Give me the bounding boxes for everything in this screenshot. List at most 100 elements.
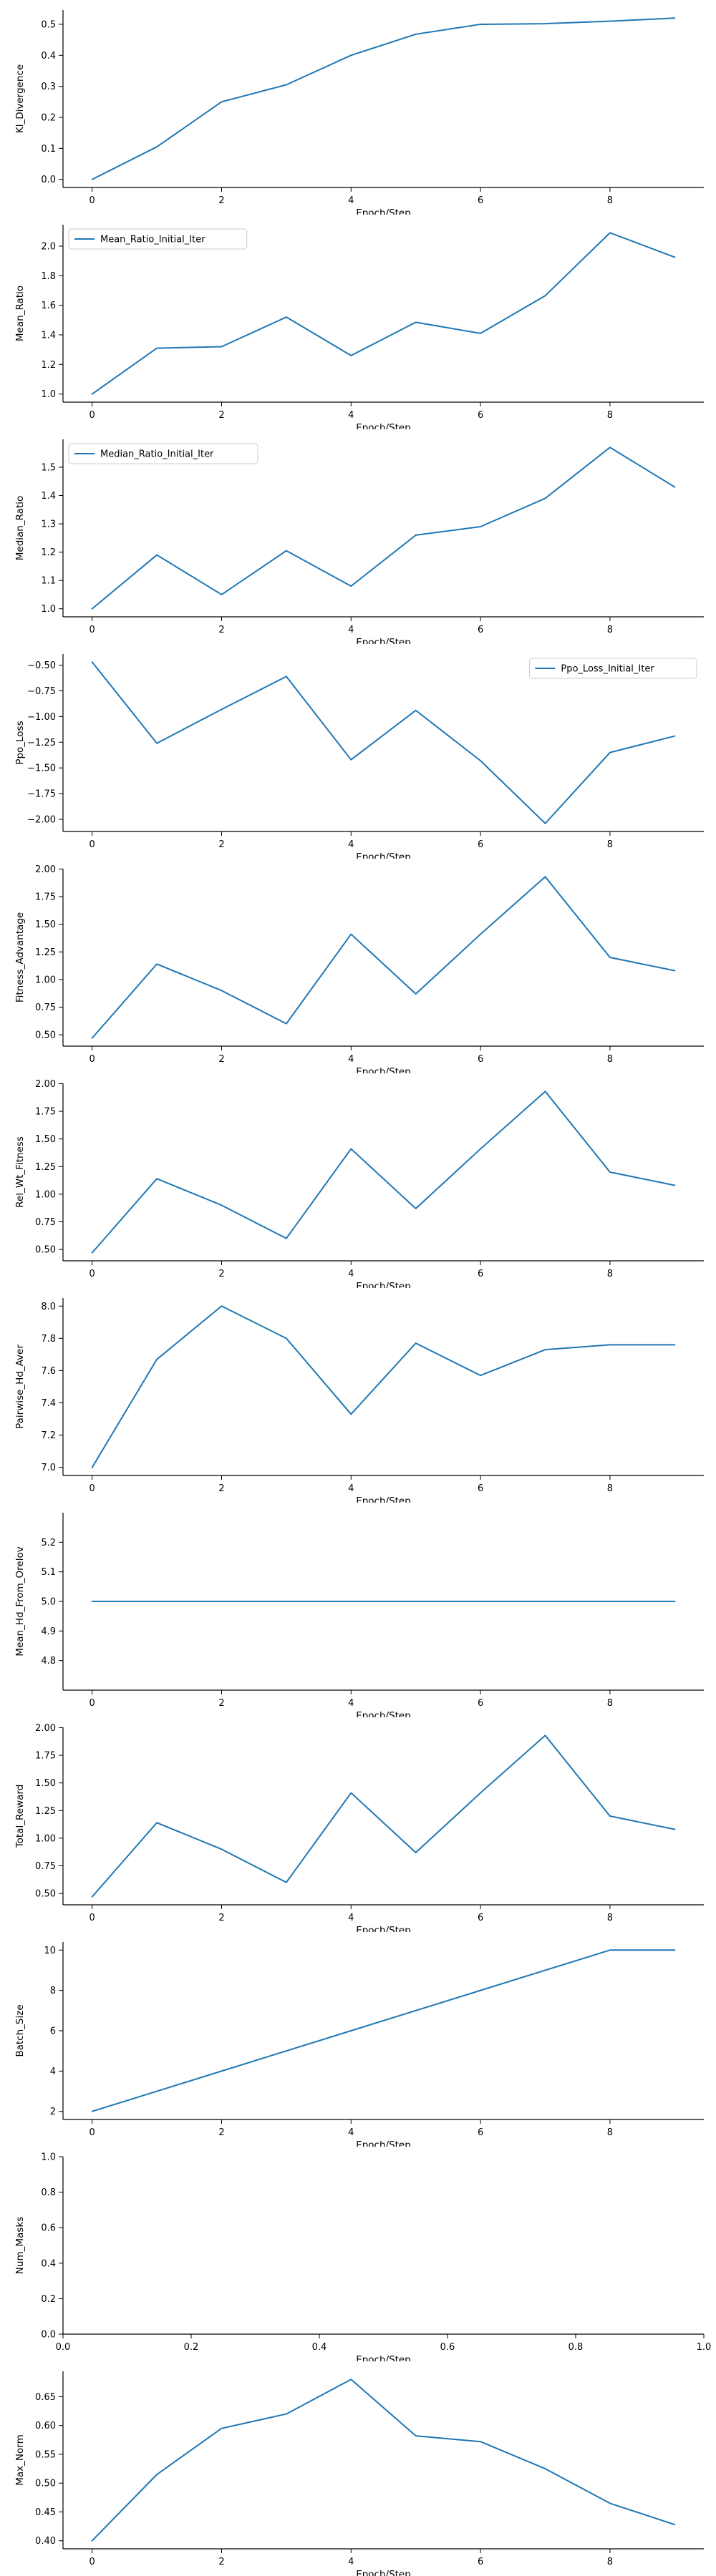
x-tick-label: 0 <box>90 2127 95 2138</box>
legend-entry: Mean_Ratio_Initial_Iter <box>100 235 205 245</box>
x-tick-label: 6 <box>478 1483 483 1494</box>
y-tick-label: 1.00 <box>35 1189 56 1200</box>
x-tick-label: 4 <box>348 2557 354 2567</box>
x-tick-label: 0 <box>90 625 95 635</box>
x-tick-label: 4 <box>348 839 354 850</box>
x-tick-label: 0 <box>90 1269 95 1279</box>
x-tick-label: 0 <box>90 1698 95 1709</box>
y-tick-label: 0.75 <box>35 1217 56 1228</box>
y-tick-label: 1.25 <box>35 947 56 958</box>
y-tick-label: 0.4 <box>41 2258 56 2269</box>
x-axis-label: Epoch/Step <box>356 1925 411 1932</box>
x-tick-label: 6 <box>478 839 483 850</box>
y-tick-label: 7.4 <box>41 1398 56 1409</box>
y-tick-label: −1.25 <box>27 738 56 748</box>
x-axis-label: Epoch/Step <box>356 2569 411 2576</box>
y-tick-label: 0.50 <box>35 1245 56 1256</box>
series-line <box>91 2379 676 2542</box>
y-tick-label: −2.00 <box>27 814 56 825</box>
y-tick-label: 1.0 <box>41 389 56 400</box>
x-tick-label: 4 <box>348 195 354 206</box>
x-tick-label: 8 <box>607 1054 613 1065</box>
y-tick-label: 0.0 <box>41 2330 56 2341</box>
y-tick-label: 0.0 <box>41 175 56 185</box>
x-tick-label: 0.2 <box>184 2342 199 2353</box>
legend-entry: Median_Ratio_Initial_Iter <box>100 449 214 460</box>
series-line <box>91 17 676 180</box>
chart-max-norm: 0 2 4 6 8 0.40 0.45 0.50 0.55 0.60 0.65 Epoch/Step M… <box>14 2371 704 2576</box>
x-axis-label: Epoch/Step <box>356 852 411 859</box>
x-tick-label: 0.0 <box>56 2342 71 2353</box>
y-axis-label: Num_Masks <box>14 2217 26 2274</box>
y-axis-label: Kl_Divergence <box>14 64 26 133</box>
x-axis-label: Epoch/Step <box>356 1496 411 1503</box>
x-tick-label: 2 <box>218 1913 224 1923</box>
x-tick-label: 8 <box>607 410 613 421</box>
y-tick-label: 5.2 <box>41 1538 56 1548</box>
chart-mean-hd-from-orelov: 0 2 4 6 8 4.8 4.9 5.0 5.1 5.2 Epoch/Step Mean_Hd_Fr… <box>14 1513 704 1717</box>
x-tick-label: 0 <box>90 1913 95 1923</box>
x-tick-label: 0.6 <box>440 2342 455 2353</box>
series-line <box>91 876 676 1039</box>
x-tick-label: 8 <box>607 195 613 206</box>
x-tick-label: 8 <box>607 1483 613 1494</box>
x-axis-label: Epoch/Step <box>356 422 411 429</box>
series-line <box>91 661 676 824</box>
x-tick-label: 0.8 <box>569 2342 584 2353</box>
y-axis-label: Batch_Size <box>14 2004 26 2057</box>
x-tick-label: 4 <box>348 1269 354 1279</box>
x-tick-label: 4 <box>348 1483 354 1494</box>
y-tick-label: 1.8 <box>41 271 56 282</box>
y-axis-label: Total_Reward <box>14 1785 26 1849</box>
chart-fitness-advantage: 0 2 4 6 8 0.50 0.75 1.00 1.25 1.50 1.75 2.00 Epoch/S… <box>14 864 704 1073</box>
y-axis-label: Mean_Ratio <box>14 286 26 341</box>
chart-kl-divergence: 0 2 4 6 8 0.0 0.1 0.2 0.3 0.4 0.5 Epoch/Step Kl_Dive… <box>14 10 704 215</box>
series-line <box>91 1091 676 1254</box>
x-tick-label: 0 <box>90 1483 95 1494</box>
y-tick-label: 6 <box>50 2026 56 2037</box>
x-tick-label: 8 <box>607 839 613 850</box>
legend-box <box>68 443 258 464</box>
y-tick-label: 4 <box>50 2067 56 2077</box>
y-tick-label: 7.6 <box>41 1366 56 1377</box>
y-tick-label: 0.2 <box>41 2294 56 2305</box>
legend-box <box>528 658 697 679</box>
y-axis-label: Rel_Wt_Fitness <box>14 1136 26 1208</box>
x-tick-label: 0 <box>90 2557 95 2567</box>
y-tick-label: 1.00 <box>35 975 56 985</box>
x-tick-label: 6 <box>478 1054 483 1065</box>
y-axis-label: Median_Ratio <box>14 496 26 561</box>
y-tick-label: 0.5 <box>41 19 56 30</box>
x-tick-label: 6 <box>478 410 483 421</box>
y-tick-label: 7.0 <box>41 1463 56 1473</box>
y-tick-label: 1.6 <box>41 301 56 311</box>
y-axis-label: Mean_Hd_From_Orelov <box>14 1546 26 1656</box>
x-tick-label: 4 <box>348 410 354 421</box>
x-tick-label: 0 <box>90 195 95 206</box>
y-tick-label: 0.3 <box>41 82 56 92</box>
y-tick-label: 1.50 <box>35 1134 56 1145</box>
x-tick-label: 2 <box>218 1269 224 1279</box>
y-tick-label: 2.0 <box>41 241 56 252</box>
y-tick-label: 7.2 <box>41 1430 56 1441</box>
y-tick-label: 1.4 <box>41 491 56 502</box>
series-line <box>91 1735 676 1898</box>
y-tick-label: 7.8 <box>41 1334 56 1345</box>
y-tick-label: 1.5 <box>41 462 56 473</box>
chart-pairwise-hd-aver: 0 2 4 6 8 7.0 7.2 7.4 7.6 7.8 8.0 Epoch/Step Pairwis… <box>14 1298 704 1503</box>
chart-rel-wt-fitness: 0 2 4 6 8 0.50 0.75 1.00 1.25 1.50 1.75 2.00 Epoch/S… <box>14 1079 704 1288</box>
x-axis-label: Epoch/Step <box>356 1281 411 1288</box>
y-tick-label: 2.00 <box>35 1723 56 1734</box>
y-tick-label: −1.00 <box>27 712 56 723</box>
x-tick-label: 6 <box>478 195 483 206</box>
x-axis-label: Epoch/Step <box>356 1710 411 1717</box>
x-tick-label: 6 <box>478 1698 483 1709</box>
y-tick-label: 0.45 <box>35 2507 56 2518</box>
x-tick-label: 6 <box>478 625 483 635</box>
y-tick-label: 2.00 <box>35 1079 56 1090</box>
x-tick-label: 0 <box>90 410 95 421</box>
x-tick-label: 2 <box>218 1483 224 1494</box>
y-tick-label: 1.75 <box>35 892 56 903</box>
y-tick-label: 1.0 <box>41 604 56 615</box>
